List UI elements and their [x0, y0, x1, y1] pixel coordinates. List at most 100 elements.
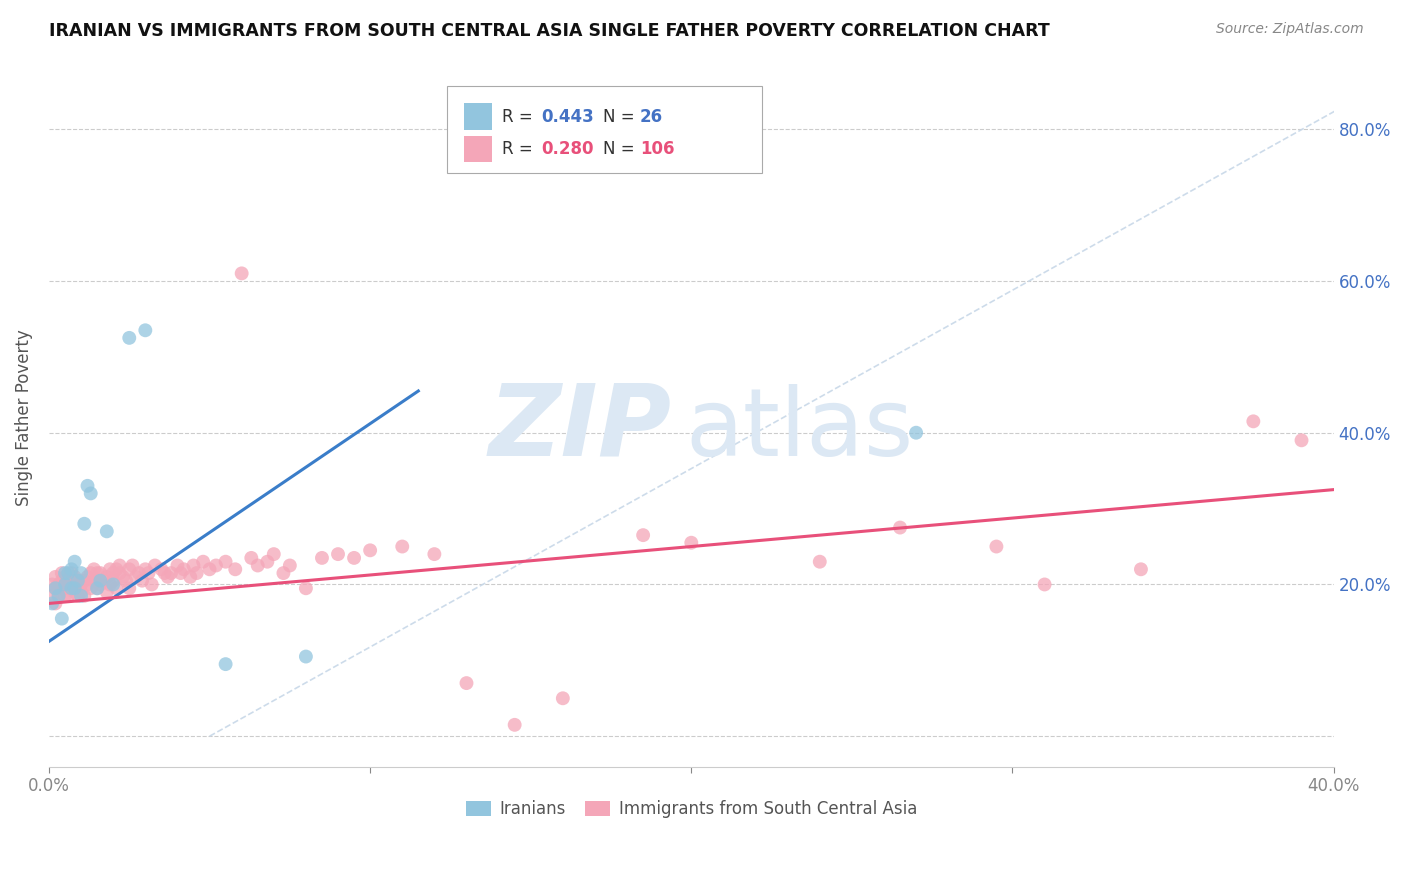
Point: [53, 577, 76, 591]
Point: [905, 425, 928, 440]
Point: [53, 570, 76, 584]
Point: [143, 558, 166, 573]
Point: [295, 581, 318, 595]
Point: [214, 657, 236, 672]
Point: [63, 555, 86, 569]
Point: [98, 577, 121, 591]
Point: [889, 520, 911, 534]
Point: [53, 589, 76, 603]
Point: [125, 570, 148, 584]
Text: R =: R =: [502, 108, 538, 126]
Text: Source: ZipAtlas.com: Source: ZipAtlas.com: [1216, 22, 1364, 37]
Point: [118, 331, 141, 345]
Text: N =: N =: [603, 108, 640, 126]
Point: [63, 585, 86, 599]
Text: 106: 106: [640, 140, 675, 158]
Point: [503, 718, 526, 732]
Text: N =: N =: [603, 140, 640, 158]
Point: [63, 581, 86, 595]
Point: [98, 562, 121, 576]
Point: [359, 543, 381, 558]
Point: [89, 574, 111, 588]
Point: [231, 266, 253, 280]
Point: [63, 570, 86, 584]
Point: [138, 566, 160, 580]
Point: [80, 581, 103, 595]
Point: [86, 581, 108, 595]
Point: [1291, 434, 1313, 448]
Point: [41, 589, 63, 603]
Point: [186, 566, 208, 580]
Point: [44, 581, 66, 595]
Point: [150, 562, 173, 576]
Point: [83, 574, 105, 588]
Bar: [464, 136, 492, 162]
Text: IRANIAN VS IMMIGRANTS FROM SOUTH CENTRAL ASIA SINGLE FATHER POVERTY CORRELATION : IRANIAN VS IMMIGRANTS FROM SOUTH CENTRAL…: [49, 22, 1050, 40]
Point: [51, 612, 73, 626]
Point: [156, 570, 179, 584]
Point: [214, 555, 236, 569]
Point: [326, 547, 349, 561]
Point: [53, 577, 76, 591]
Point: [66, 577, 89, 591]
Point: [131, 574, 153, 588]
Point: [53, 566, 76, 580]
Point: [273, 566, 295, 580]
Point: [108, 558, 131, 573]
Point: [115, 574, 138, 588]
Point: [70, 589, 93, 603]
Point: [1033, 577, 1056, 591]
Y-axis label: Single Father Poverty: Single Father Poverty: [15, 329, 32, 506]
Point: [51, 566, 73, 580]
Point: [73, 516, 96, 531]
Point: [51, 574, 73, 588]
Point: [263, 547, 285, 561]
Point: [48, 589, 70, 603]
Point: [343, 550, 366, 565]
Point: [60, 577, 83, 591]
Point: [70, 574, 93, 588]
Point: [80, 486, 103, 500]
Point: [83, 562, 105, 576]
Point: [456, 676, 478, 690]
Point: [103, 577, 125, 591]
Point: [44, 581, 66, 595]
Point: [89, 577, 111, 591]
Point: [166, 558, 188, 573]
Text: 0.443: 0.443: [541, 108, 593, 126]
Point: [80, 566, 103, 580]
Point: [58, 574, 80, 588]
Point: [86, 566, 108, 580]
Point: [103, 574, 125, 588]
Point: [681, 535, 703, 549]
Text: R =: R =: [502, 140, 538, 158]
Point: [246, 558, 269, 573]
Point: [60, 581, 83, 595]
Text: ZIP: ZIP: [489, 379, 672, 476]
Point: [134, 323, 156, 337]
Point: [73, 574, 96, 588]
Point: [70, 566, 93, 580]
Point: [86, 574, 108, 588]
Point: [631, 528, 654, 542]
Point: [89, 566, 111, 580]
Point: [53, 581, 76, 595]
Point: [986, 540, 1008, 554]
Point: [48, 577, 70, 591]
Text: atlas: atlas: [685, 384, 912, 476]
Point: [76, 577, 98, 591]
Point: [66, 574, 89, 588]
Point: [808, 555, 831, 569]
Point: [169, 566, 191, 580]
Point: [60, 574, 83, 588]
Point: [48, 581, 70, 595]
Point: [121, 558, 143, 573]
Point: [191, 555, 214, 569]
Point: [96, 524, 118, 539]
Point: [256, 555, 278, 569]
Point: [96, 585, 118, 599]
Point: [70, 585, 93, 599]
Point: [141, 577, 163, 591]
Text: 0.280: 0.280: [541, 140, 593, 158]
Point: [179, 570, 201, 584]
